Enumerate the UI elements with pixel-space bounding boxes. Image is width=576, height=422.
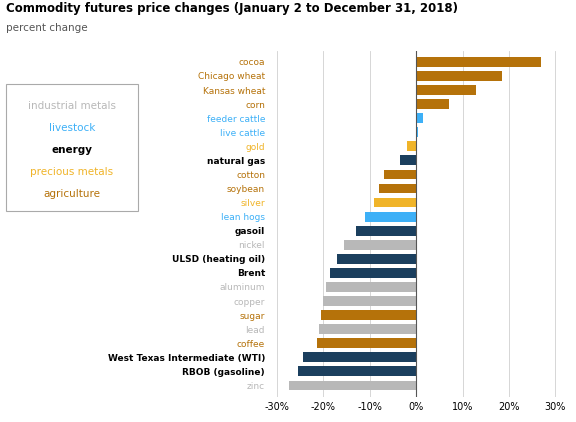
Text: Commodity futures price changes (January 2 to December 31, 2018): Commodity futures price changes (January… — [6, 2, 458, 15]
Bar — [416, 127, 419, 137]
Text: energy: energy — [51, 145, 93, 155]
Bar — [379, 184, 416, 193]
Bar — [289, 381, 416, 390]
Bar — [298, 366, 416, 376]
Bar — [416, 71, 502, 81]
Bar — [416, 113, 423, 123]
Bar — [374, 197, 416, 208]
Bar — [324, 296, 416, 306]
Bar — [384, 170, 416, 179]
Bar — [356, 226, 416, 235]
Bar — [416, 99, 449, 109]
Bar — [321, 310, 416, 320]
Bar — [365, 212, 416, 222]
Bar — [326, 282, 416, 292]
Text: percent change: percent change — [6, 23, 88, 33]
Text: agriculture: agriculture — [44, 189, 100, 199]
Bar — [331, 268, 416, 278]
Text: industrial metals: industrial metals — [28, 101, 116, 111]
Bar — [316, 338, 416, 348]
Bar — [319, 324, 416, 334]
Bar — [302, 352, 416, 362]
Bar — [416, 57, 541, 67]
Text: livestock: livestock — [49, 123, 95, 133]
Bar — [416, 85, 476, 95]
Bar — [338, 254, 416, 264]
Bar — [400, 155, 416, 165]
Text: precious metals: precious metals — [31, 167, 113, 177]
Bar — [407, 141, 416, 151]
Bar — [344, 240, 416, 250]
